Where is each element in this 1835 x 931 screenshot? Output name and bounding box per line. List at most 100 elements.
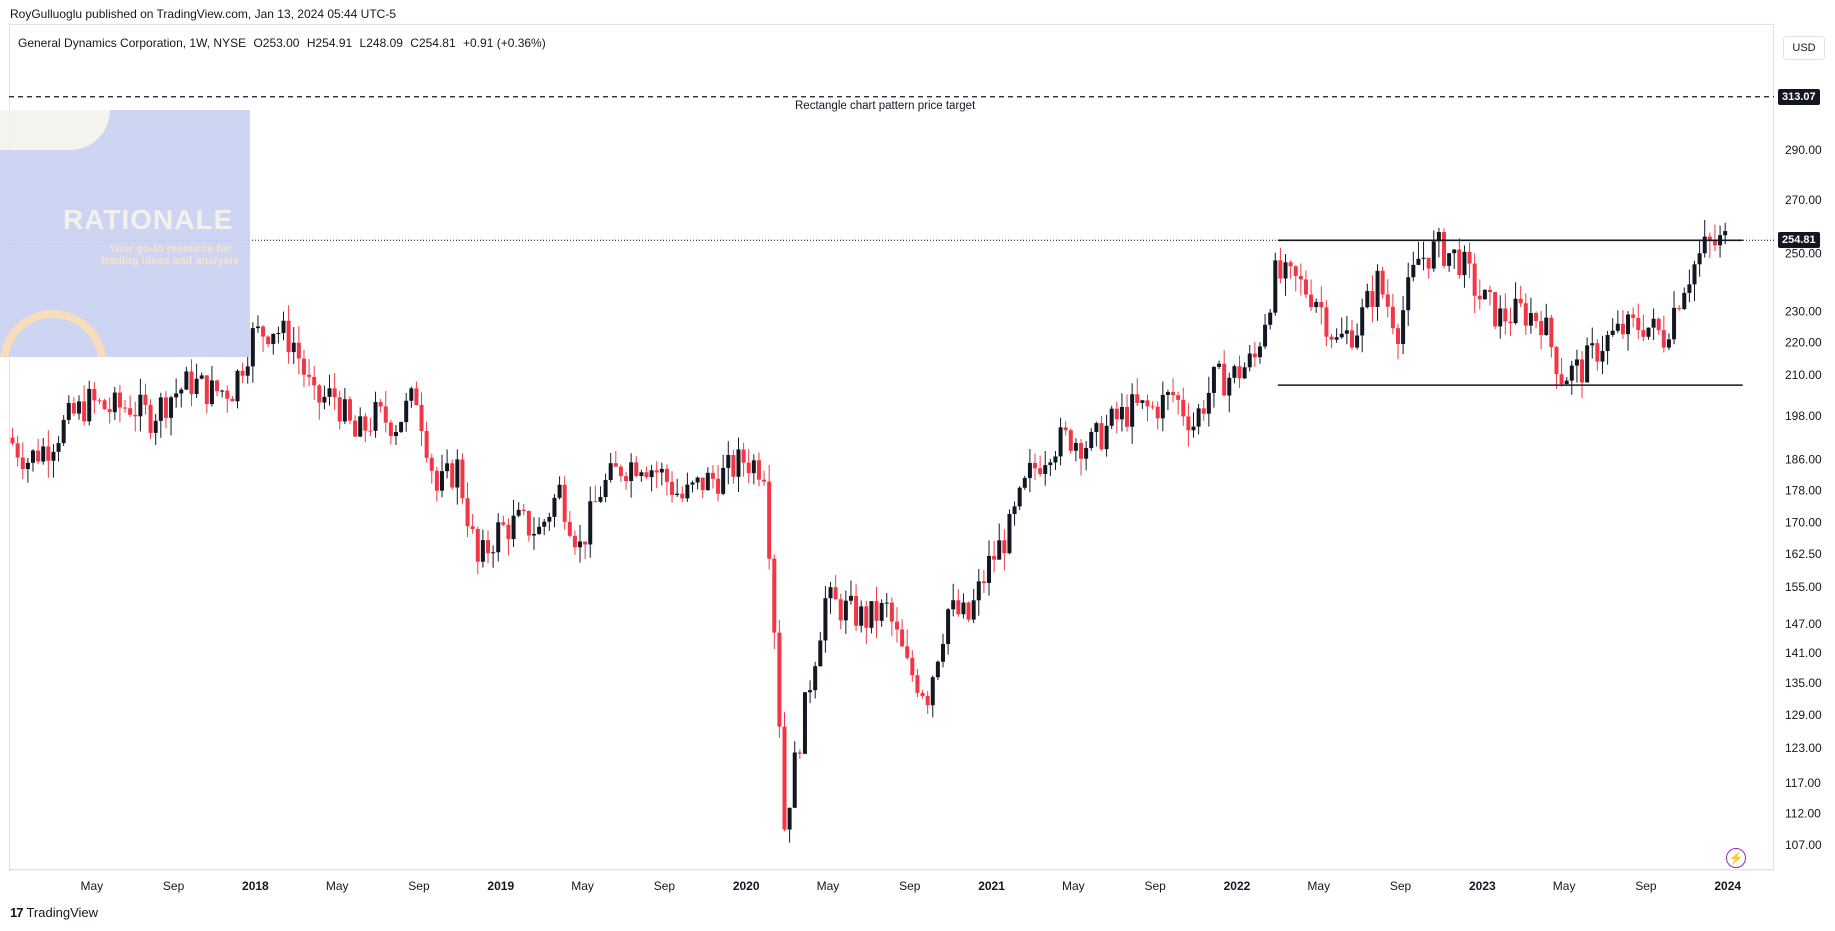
candle-body	[1707, 236, 1712, 241]
candle-body	[690, 482, 695, 485]
candle-body	[521, 509, 526, 512]
candle-body	[1646, 327, 1651, 337]
candle-body	[1196, 408, 1201, 427]
candle-body	[940, 643, 945, 662]
candle-body	[1395, 328, 1400, 344]
candle-body	[148, 404, 153, 433]
candle-body	[1651, 318, 1656, 328]
candle-body	[1544, 317, 1549, 336]
candle-body	[823, 598, 828, 641]
candle-body	[465, 498, 470, 527]
candle-body	[971, 600, 976, 620]
candle-body	[516, 509, 521, 516]
candle-body	[46, 446, 51, 461]
candle-body	[1436, 232, 1441, 242]
candle-body	[1712, 240, 1717, 246]
candle-body	[1488, 289, 1493, 293]
candle-body	[317, 385, 322, 403]
candle-body	[910, 657, 915, 676]
candle-body	[935, 661, 940, 678]
candle-body	[562, 484, 567, 522]
candle-body	[1349, 330, 1354, 348]
candle-body	[1181, 399, 1186, 417]
candle-body	[710, 472, 715, 479]
y-tick-label: 170.00	[1785, 515, 1822, 529]
candle-body	[813, 666, 818, 691]
currency-button[interactable]: USD	[1783, 36, 1825, 60]
candle-body	[869, 601, 874, 628]
candle-body	[399, 422, 404, 432]
x-tick-label: 2023	[1469, 879, 1496, 893]
candle-body	[1447, 253, 1452, 266]
y-tick-label: 112.00	[1785, 806, 1821, 820]
candle-body	[1063, 427, 1068, 431]
candle-body	[767, 481, 772, 559]
candle-body	[250, 328, 255, 367]
candle-body	[1426, 257, 1431, 269]
candle-body	[36, 450, 41, 462]
candle-body	[404, 400, 409, 423]
candle-body	[838, 599, 843, 621]
candle-body	[721, 467, 726, 494]
candle-body	[1155, 406, 1160, 419]
candle-body	[1636, 317, 1641, 331]
candle-body	[363, 416, 368, 431]
candle-body	[1574, 359, 1579, 366]
candle-body	[1431, 241, 1436, 269]
candle-body	[1554, 347, 1559, 375]
candle-body	[179, 389, 184, 394]
candle-body	[1482, 289, 1487, 300]
candle-body	[603, 479, 608, 498]
candle-body	[695, 477, 700, 483]
candle-body	[281, 320, 286, 333]
candle-body	[87, 388, 92, 422]
candle-body	[25, 462, 30, 469]
candle-body	[301, 358, 306, 375]
candle-body	[1043, 465, 1048, 474]
candle-body	[82, 401, 87, 422]
candle-body	[480, 540, 485, 562]
watermark-subtitle: Your go-to resource for trading ideas an…	[101, 243, 239, 267]
candle-body	[383, 406, 388, 423]
candle-body	[1697, 253, 1702, 265]
candle-body	[1278, 260, 1283, 279]
candle-body	[670, 481, 675, 496]
candle-body	[1309, 294, 1314, 308]
candle-body	[1518, 298, 1523, 304]
lightning-icon[interactable]: ⚡	[1726, 848, 1746, 868]
candle-body	[439, 471, 444, 491]
candle-body	[598, 497, 603, 502]
candle-body	[925, 696, 930, 706]
candle-body	[20, 457, 25, 469]
y-tick-label: 220.00	[1785, 336, 1822, 350]
candle-body	[634, 462, 639, 477]
candle-body	[1140, 400, 1145, 403]
y-tick-label: 178.00	[1785, 483, 1822, 497]
x-tick-label: May	[817, 879, 840, 893]
candle-body	[1329, 336, 1334, 340]
candle-body	[1048, 462, 1053, 466]
candle-body	[1503, 308, 1508, 322]
candle-body	[664, 468, 669, 482]
candle-body	[496, 522, 501, 553]
candle-body	[848, 595, 853, 601]
footer-brand[interactable]: 17 TradingView	[10, 905, 98, 920]
candle-body	[1687, 284, 1692, 293]
candle-body	[946, 609, 951, 644]
candle-body	[567, 521, 572, 536]
candle-body	[501, 522, 506, 525]
y-tick-label: 230.00	[1785, 305, 1822, 319]
candle-body	[900, 629, 905, 647]
x-tick-label: 2018	[242, 879, 269, 893]
candle-body	[97, 400, 102, 402]
candle-body	[1257, 346, 1262, 358]
candle-body	[61, 419, 66, 444]
candle-body	[1119, 406, 1124, 420]
candle-body	[1002, 540, 1007, 554]
candle-body	[1692, 264, 1697, 285]
candle-body	[675, 493, 680, 496]
candle-body	[1523, 303, 1528, 326]
candle-body	[716, 478, 721, 494]
y-tick-label: 135.00	[1785, 676, 1822, 690]
